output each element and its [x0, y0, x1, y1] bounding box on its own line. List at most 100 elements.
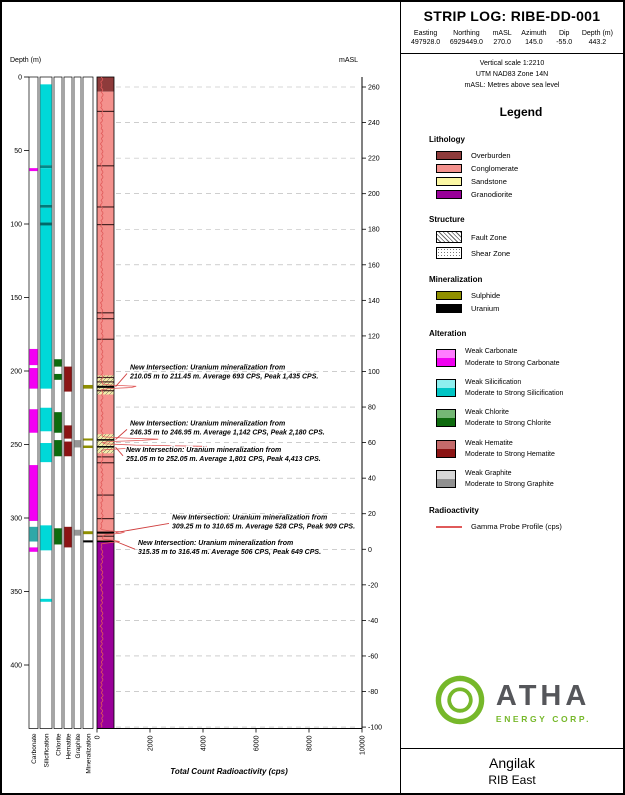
legend-item-hematite-alteration: Weak Hematite Moderate to Strong Hematit… [429, 438, 613, 460]
svg-text:New Intersection: Uranium mine: New Intersection: Uranium mineralization… [130, 365, 285, 372]
svg-text:251.05 m to 252.05 m. Average: 251.05 m to 252.05 m. Average 1,801 CPS,… [125, 456, 321, 463]
svg-text:100: 100 [10, 222, 22, 229]
svg-text:315.35 m to 316.45 m. Average: 315.35 m to 316.45 m. Average 506 CPS, P… [138, 549, 321, 556]
svg-text:20: 20 [368, 511, 376, 518]
svg-text:160: 160 [368, 262, 380, 269]
svg-text:6000: 6000 [254, 735, 261, 751]
legend-item-carbonate-alteration: Weak Carbonate Moderate to Strong Carbon… [429, 346, 613, 368]
fault-zone-swatch [436, 231, 462, 244]
strong-half [437, 479, 455, 488]
silicification-swatch [436, 378, 456, 397]
graphite-swatch [436, 470, 456, 489]
svg-text:250: 250 [10, 442, 22, 449]
svg-text:0: 0 [95, 735, 102, 739]
overburden-swatch [436, 151, 462, 161]
legend-item-gamma-profile: Gamma Probe Profile (cps) [429, 522, 613, 531]
page-title: STRIP LOG: RIBE-DD-001 [423, 8, 601, 24]
carbonate-swatch [436, 348, 456, 367]
field-label: Easting [413, 30, 438, 37]
note-scale: Vertical scale 1:2210 [479, 59, 545, 67]
svg-text:-80: -80 [368, 689, 378, 696]
svg-text:260: 260 [368, 85, 380, 92]
svg-text:New Intersection: Uranium mine: New Intersection: Uranium mineralization… [172, 514, 327, 521]
note-masl: mASL: Metres above sea level [464, 81, 560, 89]
weak-half [437, 440, 455, 449]
svg-text:100: 100 [368, 369, 380, 376]
legend-label: Overburden [471, 151, 511, 161]
project-footer: Angilak RIB East [401, 748, 623, 793]
legend-label: Weak Graphite [465, 469, 512, 477]
legend-item-uranium: Uranium [429, 304, 613, 314]
field-masl: mASL 270.0 [493, 29, 512, 48]
svg-text:10000: 10000 [360, 735, 367, 755]
conglomerate-swatch [436, 164, 462, 174]
svg-text:140: 140 [368, 298, 380, 305]
legend-item-granodiorite: Granodiorite [429, 190, 613, 200]
svg-text:240: 240 [368, 120, 380, 127]
field-label: Northing [453, 30, 480, 37]
granodiorite-swatch [436, 190, 462, 200]
legend-label: Moderate to Strong Silicification [465, 389, 564, 397]
svg-text:150: 150 [10, 295, 22, 302]
svg-text:40: 40 [368, 476, 376, 483]
svg-text:New Intersection: Uranium mine: New Intersection: Uranium mineralization… [130, 420, 285, 427]
svg-text:309.25 m to 310.65 m. Average: 309.25 m to 310.65 m. Average 528 CPS, P… [172, 523, 355, 530]
svg-text:210.05 m to 211.45 m. Average: 210.05 m to 211.45 m. Average 693 CPS, P… [129, 374, 318, 381]
svg-text:Hematite: Hematite [66, 733, 73, 759]
svg-text:120: 120 [368, 333, 380, 340]
logo-text: ATHA ENERGY CORP. [496, 681, 591, 724]
alteration-labels: Weak Carbonate Moderate to Strong Carbon… [465, 346, 560, 368]
svg-text:Chlorite: Chlorite [56, 733, 63, 756]
legend-label: Shear Zone [471, 248, 511, 258]
svg-text:0: 0 [18, 75, 22, 82]
legend-label: Fault Zone [471, 232, 507, 242]
legend-label: Sandstone [471, 177, 507, 187]
svg-text:Depth (m): Depth (m) [10, 57, 41, 64]
svg-text:mASL: mASL [339, 57, 358, 64]
field-label: mASL [492, 30, 512, 37]
strong-half [437, 357, 455, 366]
svg-text:180: 180 [368, 227, 380, 234]
info-panel: STRIP LOG: RIBE-DD-001 Easting 497928.0 … [400, 2, 623, 793]
field-value: 443.2 [588, 39, 607, 47]
note-datum: UTM NAD83 Zone 14N [475, 70, 549, 78]
legend-heading-mineralization: Mineralization [429, 275, 483, 285]
strip-log-plot: 260 240 220 200 180 160 140 120 100 80 60 40 20 0 -20-… [2, 2, 400, 793]
svg-text:-20: -20 [368, 582, 378, 589]
strong-half [437, 448, 455, 457]
legend-heading-radioactivity: Radioactivity [429, 506, 479, 516]
field-value: -55.0 [556, 39, 573, 47]
legend-label: Moderate to Strong Chlorite [465, 420, 551, 428]
svg-text:8000: 8000 [307, 735, 314, 751]
alteration-labels: Weak Graphite Moderate to Strong Graphit… [465, 468, 554, 490]
legend-label: Sulphide [471, 291, 501, 301]
collar-fields: Easting 497928.0 Northing 6929449.0 mASL… [405, 29, 619, 48]
legend-item-sulphide: Sulphide [429, 291, 613, 301]
svg-text:350: 350 [10, 589, 22, 596]
legend-label: Granodiorite [471, 190, 513, 200]
project-name: Angilak [489, 755, 535, 771]
legend: Legend Lithology Overburden Conglomerate… [401, 93, 623, 673]
field-easting: Easting 497928.0 [411, 29, 440, 48]
drillhole-header: STRIP LOG: RIBE-DD-001 Easting 497928.0 … [401, 2, 623, 54]
alteration-labels: Weak Chlorite Moderate to Strong Chlorit… [465, 407, 551, 429]
strong-half [437, 418, 455, 427]
atha-logo-icon [433, 673, 487, 732]
svg-text:-100: -100 [368, 725, 382, 732]
legend-item-silicification-alteration: Weak Silicification Moderate to Strong S… [429, 377, 613, 399]
company-logo: ATHA ENERGY CORP. [401, 673, 623, 732]
svg-text:220: 220 [368, 156, 380, 163]
svg-text:246.35 m to 246.95 m. Average: 246.35 m to 246.95 m. Average 1,142 CPS,… [129, 429, 325, 436]
legend-item-fault-zone: Fault Zone [429, 231, 613, 244]
field-value: 497928.0 [411, 39, 441, 47]
strong-half [437, 387, 455, 396]
field-dip: Dip -55.0 [556, 29, 572, 48]
svg-text:80: 80 [368, 405, 376, 412]
legend-label: Conglomerate [471, 164, 519, 174]
svg-text:200: 200 [368, 191, 380, 198]
legend-label: Uranium [471, 304, 500, 314]
svg-text:New Intersection: Uranium mine: New Intersection: Uranium mineralization… [138, 540, 293, 547]
legend-item-chlorite-alteration: Weak Chlorite Moderate to Strong Chlorit… [429, 407, 613, 429]
legend-label: Gamma Probe Profile (cps) [471, 522, 562, 532]
